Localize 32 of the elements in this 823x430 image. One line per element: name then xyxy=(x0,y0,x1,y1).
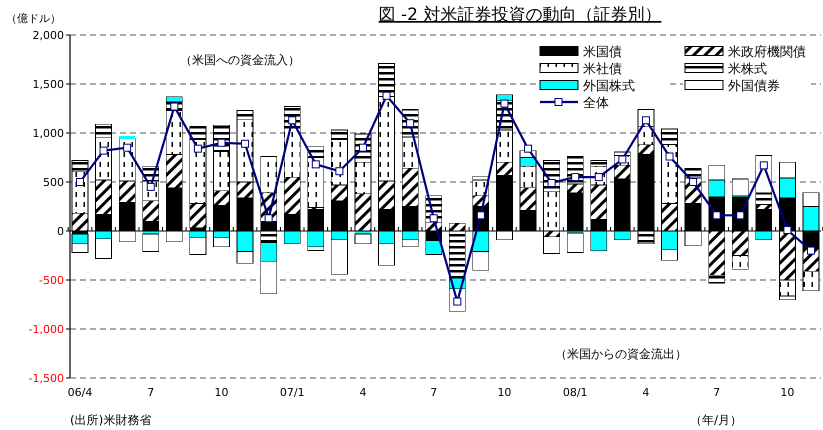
legend-label: 米国債 xyxy=(583,45,622,60)
x-tick-label: 7 xyxy=(430,386,438,399)
legend-label: 外国債券 xyxy=(728,79,780,94)
text: （年/月） xyxy=(690,413,742,427)
legend-label: 米社債 xyxy=(583,62,622,77)
x-tick-label: 10 xyxy=(780,386,794,399)
y-tick-label: 0 xyxy=(57,225,64,238)
y-tick-label: 2,000 xyxy=(32,29,64,42)
x-tick-label: 10 xyxy=(497,386,512,399)
y-tick-label: 1,500 xyxy=(32,78,64,91)
legend-label: 全体 xyxy=(583,96,609,111)
x-tick-label: 7 xyxy=(147,386,154,399)
y-tick-label: 1,000 xyxy=(32,127,64,140)
x-tick-label: 07/1 xyxy=(280,386,305,399)
chart-title: 図 -2 対米証券投資の動向（証券別） xyxy=(378,5,662,25)
x-tick-label: 10 xyxy=(214,386,228,399)
text: (出所)米財務省 xyxy=(70,413,152,427)
y-axis-title: （億ドル） xyxy=(6,12,61,25)
legend-label: 米株式 xyxy=(728,62,767,77)
y-tick-label: -1,000 xyxy=(28,323,64,336)
legend-label: 米政府機関債 xyxy=(728,44,806,60)
legend-label: 外国株式 xyxy=(583,79,635,94)
y-tick-label: -500 xyxy=(39,274,64,287)
x-tick-label: 06/4 xyxy=(68,386,92,399)
x-tick-label: 08/1 xyxy=(562,386,588,399)
annotation: （米国への資金流入） xyxy=(180,53,300,67)
y-tick-label: 500 xyxy=(43,176,64,189)
x-tick-label: 4 xyxy=(642,386,650,399)
annotation: （米国からの資金流出） xyxy=(555,347,687,361)
x-tick-label: 7 xyxy=(713,386,720,399)
y-tick-label: -1,500 xyxy=(28,372,64,385)
x-tick-label: 4 xyxy=(359,386,366,399)
